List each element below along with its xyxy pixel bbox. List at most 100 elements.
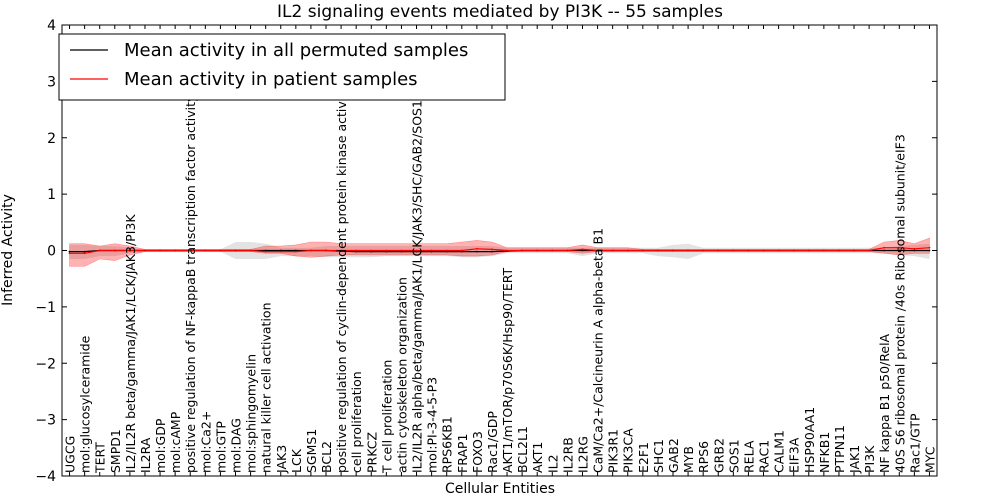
point-patient [264, 250, 267, 253]
point-patient [128, 249, 131, 252]
category-label: EIF3A [787, 437, 802, 473]
point-patient [370, 249, 373, 252]
point-patient [83, 252, 86, 255]
point-permuted [475, 250, 478, 253]
category-label: IL2 [545, 454, 560, 473]
category-label: IL2RB [560, 437, 575, 473]
point-patient [566, 249, 569, 252]
point-patient [400, 249, 403, 252]
point-patient [219, 249, 222, 252]
point-patient [747, 249, 750, 252]
point-patient [657, 249, 659, 252]
point-patient [325, 249, 327, 252]
category-label: AKT1/mTOR/p70S6K/Hsp90/TERT [500, 267, 515, 473]
category-label: PTPN11 [832, 425, 847, 473]
point-patient [626, 249, 629, 252]
category-label: AKT1 [530, 442, 545, 473]
category-label: TERT [93, 442, 108, 474]
point-patient [838, 249, 840, 252]
point-patient [641, 249, 644, 252]
category-label: PRKCZ [364, 432, 379, 473]
category-label: FRAP1 [455, 434, 470, 473]
category-label: Rac1/GDP [485, 411, 500, 473]
category-label: mol:sphingomyelin [244, 354, 259, 473]
x-axis-ticks [69, 25, 930, 476]
category-label: mol:DAG [229, 418, 244, 473]
category-label: Rac1/GTP [907, 413, 922, 473]
point-patient [913, 247, 916, 250]
y-tick-label: −2 [35, 356, 56, 372]
category-label: actin cytoskeleton organization [394, 277, 409, 473]
category-label: cell proliferation [349, 371, 364, 473]
category-label: mol:PI-3-4-5-P3 [425, 377, 440, 473]
category-label: mol:Ca2+ [198, 411, 213, 473]
point-patient [596, 249, 599, 252]
category-label: NFKB1 [817, 432, 832, 473]
point-permuted [913, 249, 916, 252]
category-label: mol:GDP [153, 418, 168, 473]
category-label: T cell proliferation [379, 360, 394, 474]
point-patient [294, 250, 297, 253]
category-label: GAB2 [666, 438, 681, 473]
category-label: RPS6KB1 [440, 416, 455, 473]
point-patient [732, 249, 735, 252]
point-patient [279, 250, 282, 253]
point-patient [234, 249, 237, 252]
point-patient [144, 249, 146, 252]
chart-title: IL2 signaling events mediated by PI3K --… [277, 2, 723, 22]
point-patient [159, 249, 161, 252]
point-permuted [83, 250, 86, 253]
y-axis-label: Inferred Activity [0, 194, 16, 306]
point-patient [868, 249, 871, 252]
category-label: E2F1 [636, 442, 651, 473]
line-patient [69, 247, 930, 254]
category-label: positive regulation of cyclin-dependent … [334, 85, 349, 473]
category-label: JAK3 [274, 445, 289, 474]
y-tick-label: −3 [35, 413, 56, 429]
category-label: JAK1 [847, 445, 862, 474]
category-label: SHC1 [651, 439, 666, 473]
category-label: IL2RA [138, 437, 153, 473]
category-label: BCL2 [319, 441, 334, 473]
category-label: PI3K [862, 445, 877, 473]
point-patient [491, 248, 493, 251]
legend: Mean activity in all permuted samples Me… [58, 33, 506, 101]
category-label: RELA [741, 440, 756, 473]
point-patient [460, 249, 463, 252]
category-label: mol:cAMP [168, 411, 183, 473]
category-label: GRB2 [711, 438, 726, 473]
point-patient [898, 246, 901, 249]
category-label: FOXO3 [470, 431, 485, 473]
point-patient [310, 249, 312, 252]
category-label: PIK3R1 [606, 429, 621, 473]
category-label: RAC1 [757, 440, 772, 473]
point-patient [174, 249, 177, 252]
point-patient [702, 249, 705, 252]
point-patient [98, 249, 101, 252]
category-label: IL2/IL2R beta/gamma/JAK1/LCK/JAK3/PI3K [123, 214, 138, 473]
legend-label-permuted: Mean activity in all permuted samples [124, 40, 468, 61]
point-permuted [928, 249, 931, 252]
y-tick-label: −4 [35, 469, 56, 485]
point-patient [883, 246, 886, 249]
point-patient [249, 249, 252, 252]
category-label: positive regulation of NF-kappaB transcr… [183, 94, 198, 473]
y-tick-label: 3 [47, 74, 56, 90]
category-label: NF kappa B1 p50/RelA [877, 333, 892, 473]
point-patient [762, 249, 765, 252]
category-label: MYC [923, 446, 938, 473]
category-label: IL2RG [576, 436, 591, 473]
point-patient [672, 249, 674, 252]
category-label: SGMS1 [304, 429, 319, 473]
point-permuted [68, 250, 71, 253]
category-labels: UGCG mol:glucosylceramide TERT SMPD1 IL2/IL2… [63, 61, 938, 474]
point-patient [189, 249, 192, 252]
category-label: BCL2L1 [515, 426, 530, 473]
point-permuted [898, 249, 901, 252]
category-label: CALM1 [772, 430, 787, 473]
category-label: mol:GTP [213, 421, 228, 473]
y-tick-label: 2 [47, 131, 56, 147]
category-label: SOS1 [726, 439, 741, 473]
point-patient [521, 249, 524, 252]
